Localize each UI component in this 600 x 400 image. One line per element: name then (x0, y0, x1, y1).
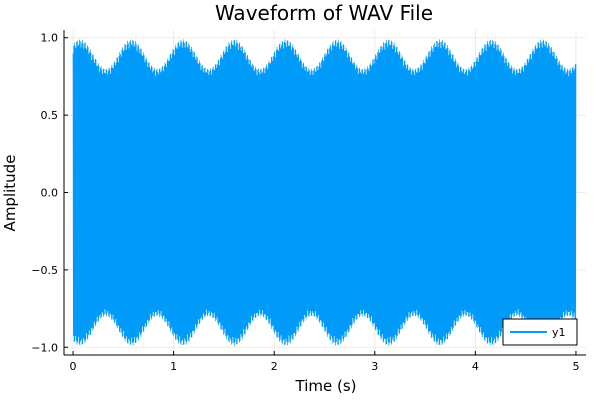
x-tick-label-0: 0 (70, 360, 77, 373)
y-tick-label-4: 1.0 (41, 32, 59, 45)
x-tick-label-5: 5 (572, 360, 579, 373)
y-axis-title: Amplitude (1, 155, 19, 232)
legend: y1 (502, 318, 578, 346)
x-axis-title: Time (s) (295, 377, 357, 395)
x-tick-label-2: 2 (271, 360, 278, 373)
x-tick-label-4: 4 (472, 360, 479, 373)
legend-label-y1: y1 (552, 326, 566, 339)
y-axis-ticks: −1.0 −0.5 0.0 0.5 1.0 (31, 32, 68, 354)
series-layer (72, 39, 577, 346)
y-tick-label-2: 0.0 (41, 187, 59, 200)
x-tick-label-1: 1 (170, 360, 177, 373)
y-tick-label-1: −0.5 (31, 264, 58, 277)
x-tick-label-3: 3 (371, 360, 378, 373)
y-tick-label-0: −1.0 (31, 341, 58, 354)
series-y1-band (73, 66, 576, 319)
y-tick-label-3: 0.5 (41, 109, 59, 122)
chart-title: Waveform of WAV File (215, 1, 433, 25)
x-axis-ticks: 0 1 2 3 4 5 (70, 351, 579, 373)
